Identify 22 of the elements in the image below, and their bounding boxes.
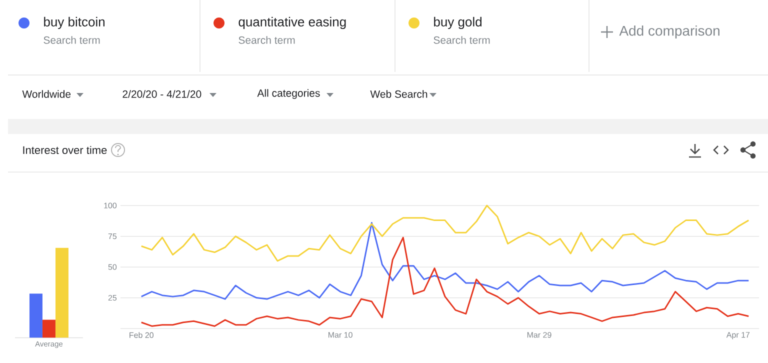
text: Search term: [44, 36, 100, 44]
x-tick-label: Mar 29: [527, 332, 552, 338]
legend-label: buy gold: [434, 16, 482, 30]
text: Search term: [238, 36, 295, 44]
text: Add comparison: [619, 25, 720, 39]
text: 2/20/20 - 4/21/20: [122, 90, 202, 98]
text: All categories: [257, 89, 320, 99]
legend-label: buy bitcoin: [44, 16, 104, 30]
x-tick-label: Feb 20: [130, 332, 154, 338]
x-tick-label: Mar 10: [328, 332, 352, 338]
line-series: [140, 236, 750, 327]
chart-title: Interest over time: [23, 146, 107, 154]
line-series: [140, 222, 750, 300]
text: Web Search: [370, 90, 428, 98]
y-tick-label: 75: [108, 234, 117, 240]
text: Worldwide: [22, 90, 71, 98]
y-tick-label: 50: [108, 264, 117, 270]
text: Search term: [434, 36, 490, 44]
y-tick-label: 25: [108, 294, 117, 301]
y-tick-label: 100: [104, 202, 117, 208]
x-tick-label: Apr 17: [726, 332, 750, 340]
legend-label: quantitative easing: [238, 16, 346, 30]
